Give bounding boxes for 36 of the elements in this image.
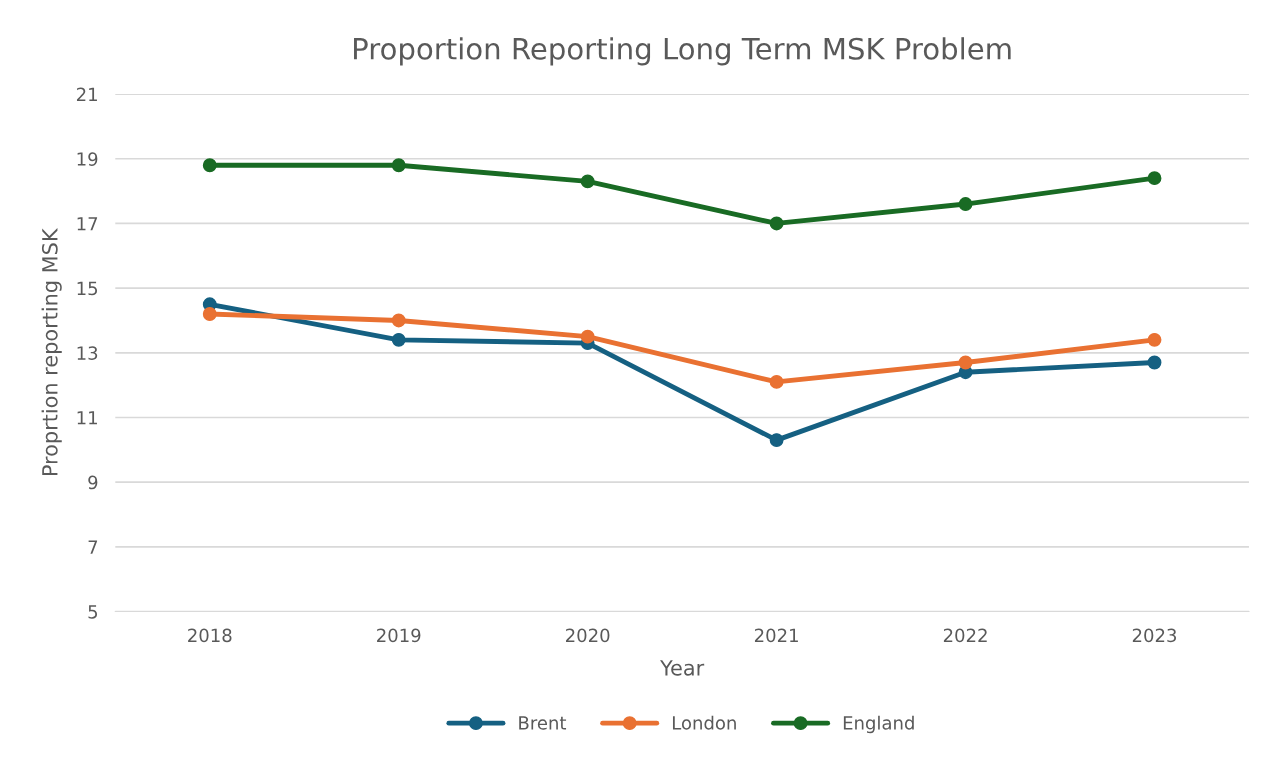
y-axis-title: Proprtion reporting MSK <box>41 228 62 476</box>
y-tick-label: 21 <box>76 87 97 101</box>
x-tick-label: 2023 <box>1132 628 1177 643</box>
point <box>580 174 595 189</box>
legend-label: London <box>672 715 736 730</box>
point <box>958 355 973 370</box>
y-tick-label: 17 <box>77 217 98 231</box>
legend-label: England <box>843 715 914 734</box>
point <box>580 329 595 344</box>
x-tick-label: 2018 <box>188 628 232 643</box>
y-tick-label: 5 <box>88 605 98 619</box>
point <box>769 374 784 389</box>
point <box>202 307 217 321</box>
x-tick-label: 2021 <box>754 628 798 643</box>
y-tick-label: 7 <box>88 540 98 554</box>
point <box>391 313 406 328</box>
legend-label: Brent <box>519 716 567 730</box>
y-tick-label: 13 <box>77 346 98 360</box>
x-tick-label: 2020 <box>566 628 610 643</box>
point <box>958 197 973 211</box>
point <box>769 433 784 448</box>
point <box>391 332 406 347</box>
point <box>1147 332 1162 347</box>
x-axis-title: Year <box>660 660 705 676</box>
point <box>1147 171 1162 186</box>
point <box>202 158 217 173</box>
y-tick-label: 11 <box>77 411 97 425</box>
point <box>391 158 406 173</box>
x-tick-label: 2019 <box>377 628 421 643</box>
x-tick-label: 2022 <box>943 628 987 643</box>
y-tick-label: 15 <box>77 281 98 296</box>
y-tick-label: 9 <box>88 475 98 490</box>
point <box>1147 355 1162 370</box>
point <box>769 216 784 231</box>
y-tick-label: 19 <box>77 152 98 166</box>
chart-title: Proportion Reporting Long Term MSK Problem <box>354 37 1011 66</box>
